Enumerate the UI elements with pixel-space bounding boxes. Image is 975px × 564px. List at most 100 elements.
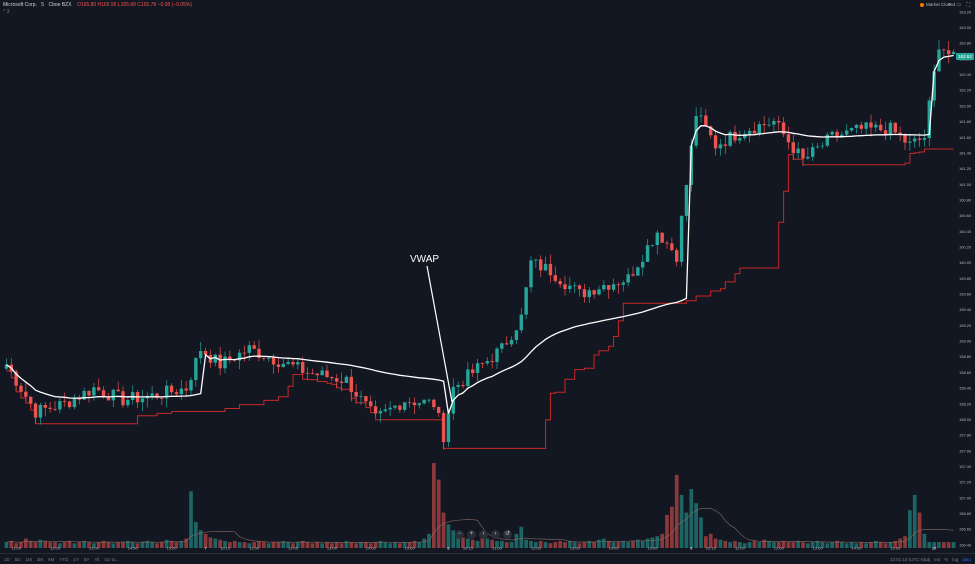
candle-body (276, 364, 281, 368)
ohlc-values: O165.80 H165.95 L165.68 C165.78 −0.08 (−… (76, 2, 193, 8)
window-controls[interactable]: ↗ ▭ ⛶ (946, 2, 972, 8)
price-tick-label: 157.40 (959, 464, 972, 469)
range-3m[interactable]: 3M (36, 557, 44, 562)
volume-bar (252, 542, 256, 548)
candle-body (43, 404, 47, 408)
volume-bar (388, 543, 392, 548)
candle-body (58, 401, 62, 410)
candle-body (97, 387, 101, 391)
volume-bar (932, 542, 936, 548)
volume-bar (14, 543, 18, 548)
volume-bar (514, 533, 519, 548)
volume-bar (587, 540, 592, 548)
volume-bar (713, 538, 718, 548)
range-1d[interactable]: 1D (4, 557, 10, 562)
candle-body (92, 387, 96, 396)
expand-indicators-toggle[interactable]: ^ 3 (3, 9, 10, 15)
range-ytd[interactable]: YTD (59, 557, 69, 562)
candle-body (72, 398, 77, 408)
candle-body (24, 391, 28, 397)
volume-bar (815, 540, 820, 548)
range-5d[interactable]: 5D (14, 557, 21, 562)
range-1y[interactable]: 1Y (73, 557, 79, 562)
volume-bar (305, 542, 310, 548)
volume-bar (772, 542, 776, 548)
candle-body (354, 391, 358, 397)
volume-bar (908, 510, 912, 548)
candle-body (29, 396, 33, 404)
time-tick-label: 13:00 (813, 546, 824, 551)
symbol-name[interactable]: Microsoft Corp. (3, 2, 37, 8)
candle-body (791, 142, 795, 154)
volume-bar (164, 539, 169, 548)
volume-bar (538, 540, 543, 548)
candle-body (203, 350, 208, 355)
volume-bar (310, 543, 315, 548)
candle-body (577, 285, 582, 290)
interval-label[interactable]: 5 (41, 2, 45, 8)
candle-body (218, 354, 222, 369)
price-tick-label: 159.60 (959, 292, 972, 297)
candle-body (344, 376, 349, 383)
volume-bar (543, 542, 548, 548)
price-tick-label: 161.40 (959, 150, 972, 155)
auto-scale-toggle[interactable]: auto (962, 557, 971, 562)
candle-body (121, 391, 125, 406)
time-tick-label: 10:15 (706, 546, 717, 551)
volume-bar (534, 542, 538, 548)
range-all[interactable]: All (94, 557, 100, 562)
volume-bar (368, 543, 373, 548)
volume-bar (694, 503, 698, 548)
time-axis[interactable]: 11:00 12:00 13:00 14:00 15:00 7 10:15 11:00 12:0… (11, 546, 937, 551)
last-price-label: 162.63 (958, 54, 972, 59)
volume-bar (636, 539, 640, 548)
price-axis[interactable]: 163.20163.00162.80162.60162.40162.20162.… (959, 9, 972, 547)
candle-body (407, 402, 412, 404)
range-1m[interactable]: 1M (25, 557, 32, 562)
candle-body (864, 122, 868, 129)
scroll-right-button[interactable]: › (491, 530, 500, 539)
chart-header[interactable]: Microsoft Corp. 5 Cboe BZX O165.80 H165.… (3, 2, 192, 8)
volume-bar (733, 540, 737, 548)
extended-hours-toggle[interactable]: ext (934, 557, 941, 562)
volume-bar (300, 540, 305, 548)
volume-bar (33, 542, 38, 548)
volume-bar (883, 543, 888, 548)
reset-chart-button[interactable]: ↺ (503, 530, 512, 539)
zoom-out-button[interactable]: − (455, 530, 464, 539)
candle-body (650, 244, 655, 246)
candle-body (607, 285, 611, 290)
volume-bar (407, 542, 412, 548)
candle-body (271, 357, 276, 365)
volume-bar (878, 542, 883, 548)
volume-bar (660, 533, 664, 548)
volume-bar (150, 542, 154, 548)
time-tick-label: 12:00 (288, 546, 299, 551)
price-tick-label: 163.00 (959, 25, 972, 30)
percent-scale-toggle[interactable]: % (944, 557, 949, 562)
time-tick-label: 14:00 (609, 546, 620, 551)
scroll-left-button[interactable]: ‹ (479, 530, 488, 539)
volume-bar (762, 539, 766, 548)
volume-bar (28, 540, 33, 548)
volume-bar (344, 540, 349, 548)
adjust-toggle[interactable]: adj (924, 557, 931, 562)
volume-bar (548, 543, 553, 548)
volume-bar (58, 543, 62, 548)
volume-bar (684, 512, 689, 548)
candle-body (573, 285, 577, 287)
log-scale-toggle[interactable]: log (952, 557, 959, 562)
candle-body (369, 401, 373, 407)
candle-body (437, 407, 441, 414)
clock-timezone[interactable]: 22:51:10 (UTC-5) (889, 557, 925, 562)
volume-bar (223, 540, 227, 548)
candle-body (471, 369, 475, 374)
candle-body (82, 390, 86, 400)
zoom-in-button[interactable]: + (467, 530, 476, 539)
range-5y[interactable]: 5Y (83, 557, 90, 562)
candle-body (762, 124, 766, 126)
volume-bar (179, 540, 184, 548)
range-6m[interactable]: 6M (48, 557, 55, 562)
go-to-date-button[interactable]: Go to... (104, 557, 120, 562)
